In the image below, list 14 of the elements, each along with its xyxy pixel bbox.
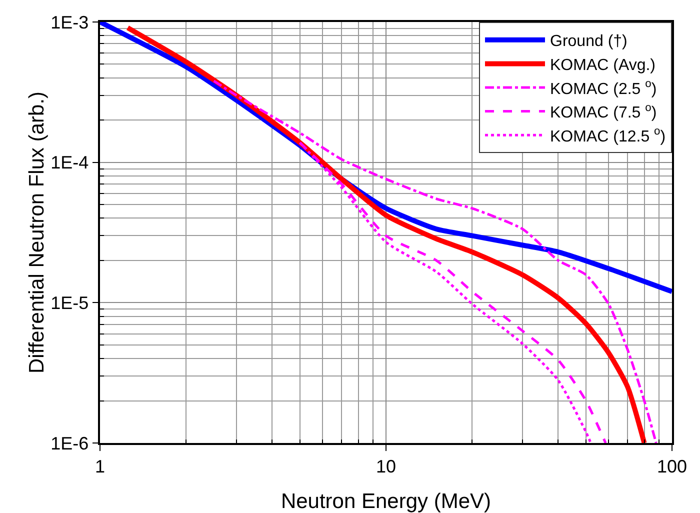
x-tick-label: 1 <box>94 456 106 476</box>
y-tick-label: 1E-6 <box>50 433 89 454</box>
y-tick-label: 1E-3 <box>50 12 89 32</box>
x-axis-title: Neutron Energy (MeV) <box>280 490 492 513</box>
y-axis-title: Differential Neutron Flux (arb.) <box>26 91 49 374</box>
x-tick-label: 10 <box>376 456 396 476</box>
x-tick-label: 100 <box>656 456 688 476</box>
y-tick-label: 1E-4 <box>50 152 89 173</box>
legend-label: KOMAC (Avg.) <box>550 56 656 74</box>
legend-label: KOMAC (2.5 $^{o}$) <box>550 78 657 98</box>
legend-label: Ground (†) <box>550 33 628 50</box>
legend-label: KOMAC (7.5 $^{o}$) <box>550 102 657 122</box>
legend-label: KOMAC (12.5 $^{o}$) <box>550 126 666 146</box>
y-tick-label: 1E-5 <box>50 292 89 313</box>
